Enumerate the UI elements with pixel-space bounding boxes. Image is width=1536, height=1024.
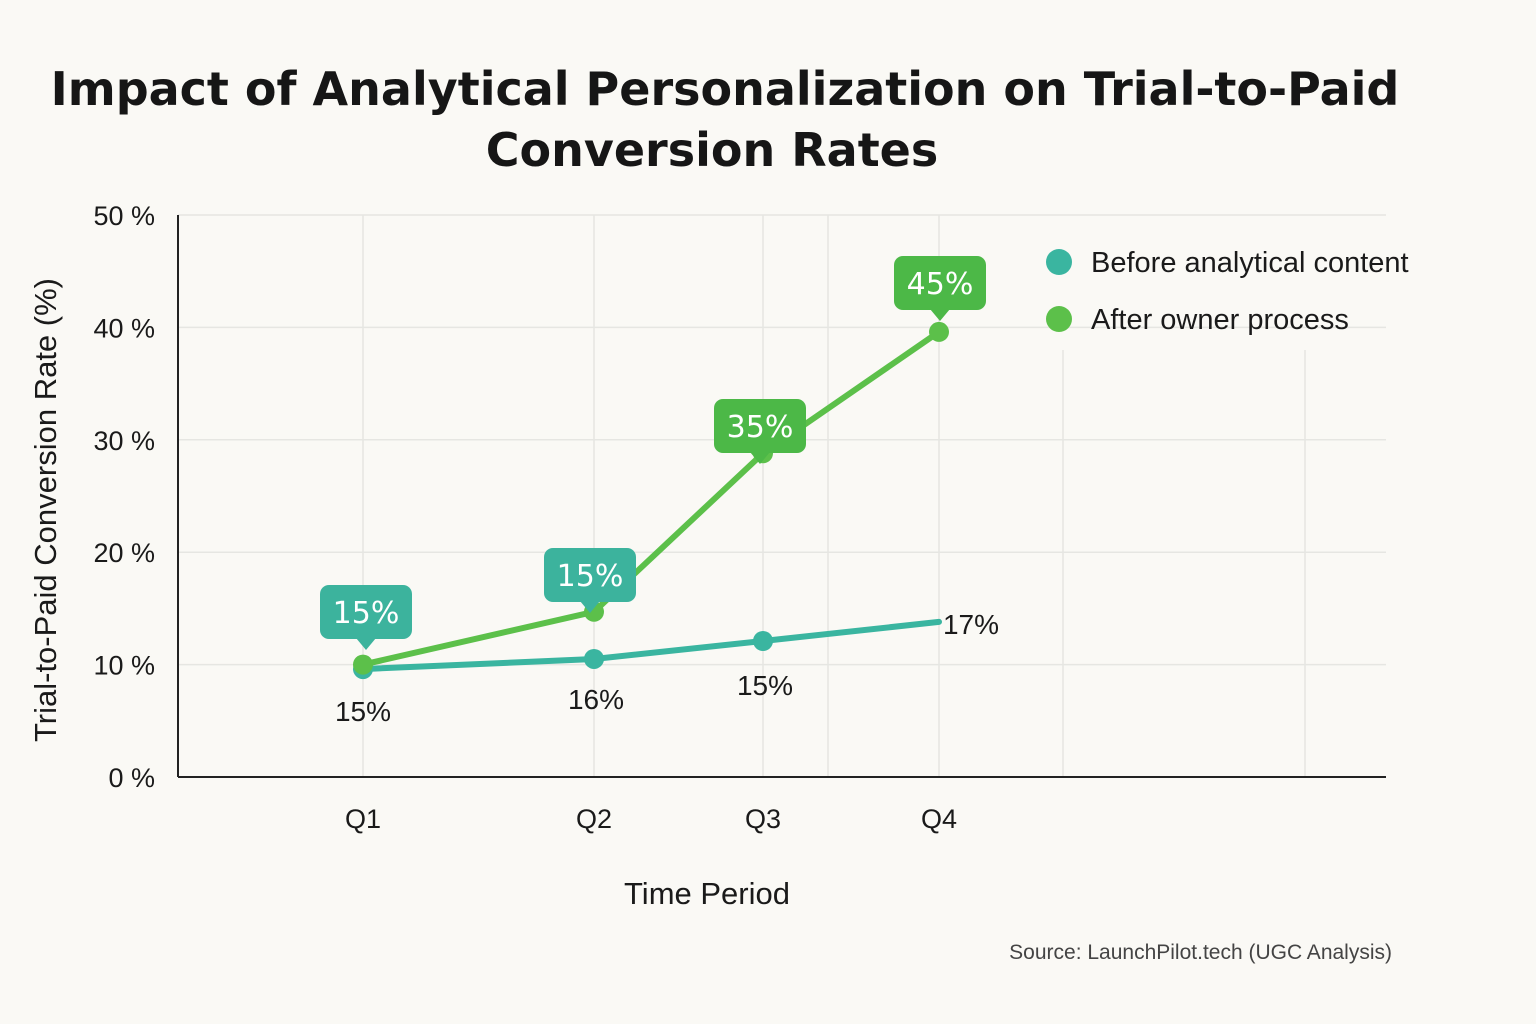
y-tick-label: 20 % bbox=[93, 538, 155, 568]
series-line-1 bbox=[360, 328, 942, 668]
y-tick-label: 10 % bbox=[93, 651, 155, 681]
legend-marker bbox=[1046, 306, 1072, 332]
data-label-bubble: 45% bbox=[894, 256, 986, 321]
y-axis-title: Trial-to-Paid Conversion Rate (%) bbox=[28, 278, 63, 742]
data-point bbox=[353, 654, 373, 675]
data-label: 17% bbox=[943, 609, 999, 640]
legend-label: Before analytical content bbox=[1091, 247, 1409, 279]
x-axis-title: Time Period bbox=[624, 876, 790, 911]
chart-title-line-1: Impact of Analytical Personalization on … bbox=[51, 62, 1400, 116]
legend: Before analytical content After owner pro… bbox=[1046, 247, 1409, 336]
source-note: Source: LaunchPilot.tech (UGC Analysis) bbox=[1009, 941, 1392, 964]
bubble-background bbox=[714, 399, 806, 453]
data-point bbox=[929, 321, 949, 342]
x-tick-labels: Q1 Q2 Q3 Q4 bbox=[345, 804, 957, 834]
x-tick-label: Q1 bbox=[345, 804, 381, 834]
bubble-pointer bbox=[356, 638, 376, 650]
data-label: 15% bbox=[335, 696, 391, 727]
bubble-pointer bbox=[580, 601, 600, 613]
data-point bbox=[584, 648, 604, 669]
series bbox=[353, 321, 949, 680]
bubble-label: 35% bbox=[727, 410, 794, 445]
data-label-bubble: 35% bbox=[714, 399, 806, 464]
gridlines bbox=[178, 214, 1386, 777]
bubble-label: 15% bbox=[557, 559, 624, 594]
bubble-label: 45% bbox=[907, 267, 974, 302]
bubble-background bbox=[320, 585, 412, 639]
data-label: 15% bbox=[737, 670, 793, 701]
x-tick-label: Q3 bbox=[745, 804, 781, 834]
data-label-bubble: 15% bbox=[544, 548, 636, 613]
y-tick-label: 30 % bbox=[93, 426, 155, 456]
y-tick-labels: 0 % 10 % 20 % 30 % 40 % 50 % bbox=[93, 201, 155, 793]
chart-title-line-2: Conversion Rates bbox=[486, 123, 939, 177]
x-tick-label: Q4 bbox=[921, 804, 957, 834]
data-labels: 15% 16% 15% 17% 15% 15% 35% 45% bbox=[320, 256, 999, 727]
y-tick-label: 0 % bbox=[108, 763, 155, 793]
data-label: 16% bbox=[568, 684, 624, 715]
bubble-background bbox=[544, 548, 636, 602]
legend-marker bbox=[1046, 249, 1072, 275]
series-line-0 bbox=[360, 618, 942, 673]
x-tick-label: Q2 bbox=[576, 804, 612, 834]
data-label-bubble: 15% bbox=[320, 585, 412, 650]
y-tick-label: 40 % bbox=[93, 313, 155, 343]
bubble-label: 15% bbox=[333, 596, 400, 631]
bubble-pointer bbox=[750, 452, 770, 464]
bubble-pointer bbox=[930, 309, 950, 321]
bubble-background bbox=[894, 256, 986, 310]
y-tick-label: 50 % bbox=[93, 201, 155, 231]
axes bbox=[177, 215, 1386, 778]
legend-label: After owner process bbox=[1091, 304, 1349, 336]
data-point bbox=[753, 630, 773, 651]
